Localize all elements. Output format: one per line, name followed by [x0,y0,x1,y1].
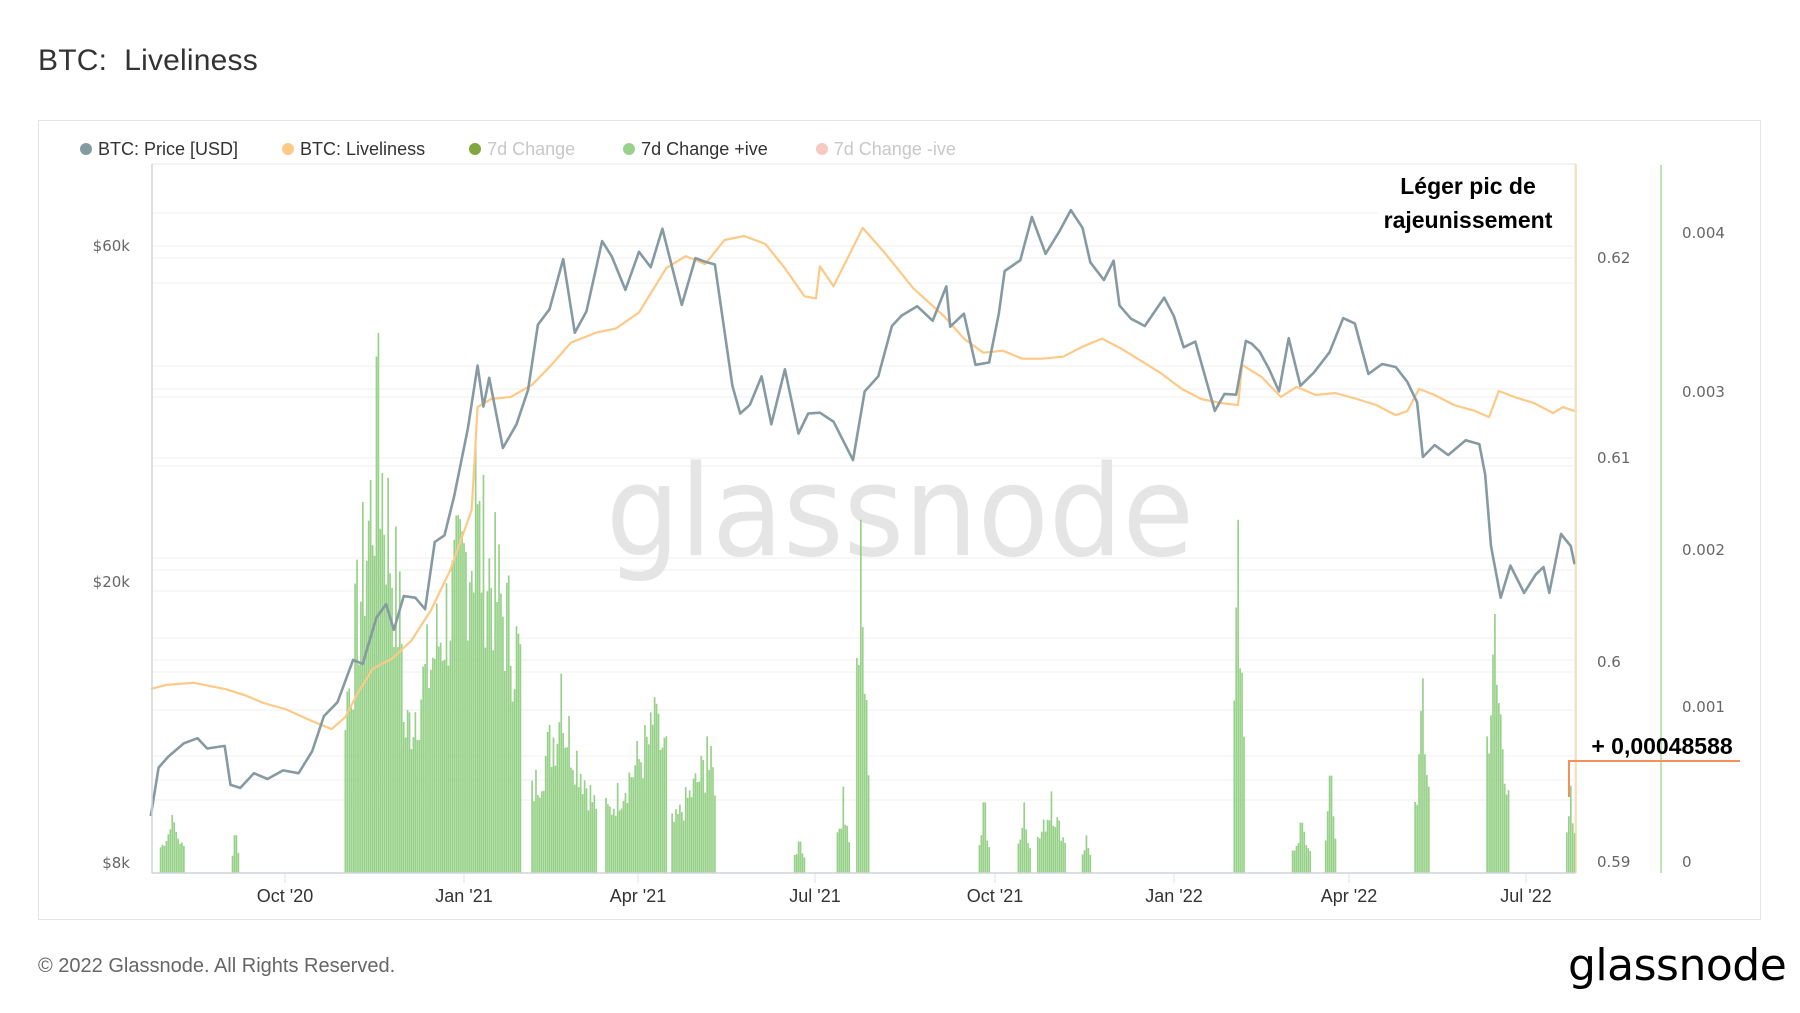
legend-label: 7d Change -ive [833,138,956,159]
price-tick: $60k [93,237,131,255]
chart-frame [38,120,1761,920]
x-tick: Jul '21 [789,886,840,906]
annotation-backdrop [1378,166,1574,236]
change-tick: 0.002 [1682,541,1725,559]
legend-label: BTC: Liveliness [300,138,426,159]
x-tick: Apr '21 [610,886,666,906]
change-tick: 0.004 [1682,224,1725,242]
liveliness-tick: 0.6 [1597,653,1621,671]
legend-label: BTC: Price [USD] [98,138,239,159]
legend-dot-liveliness-icon [282,143,295,155]
annotation-marker-line [1568,760,1740,797]
x-tick: Oct '21 [967,886,1023,906]
watermark: glassnode [606,438,1194,585]
x-tick: Oct '20 [257,886,313,906]
legend-dot-price-icon [80,143,92,155]
change-tick: 0.003 [1682,383,1725,401]
legend-item-7d-change-negative[interactable]: 7d Change -ive [815,138,956,160]
legend-dot-7d-change-positive-icon [623,143,636,155]
x-tick: Jul '22 [1500,886,1551,906]
x-tick: Apr '22 [1321,886,1377,906]
legend-item-7d-change-positive[interactable]: 7d Change +ive [623,138,768,160]
chart-legend: BTC: Price [USD] BTC: Liveliness 7d Chan… [80,138,1004,160]
change-bars [159,332,1576,873]
legend-label: 7d Change +ive [641,138,768,159]
legend-dot-7d-change-icon [469,143,482,155]
annotation-title-line1: Léger pic de [1400,173,1535,199]
liveliness-tick: 0.61 [1597,449,1630,467]
liveliness-axis: 0.62 0.61 0.6 0.59 [1597,249,1630,871]
liveliness-line [150,226,1575,731]
x-tick: Jan '21 [435,886,492,906]
price-tick: $20k [93,573,131,591]
annotation-value: + 0,00048588 [1591,733,1733,759]
x-tick: Jan '22 [1145,886,1202,906]
glassnode-logo[interactable]: glassnode [1568,940,1787,991]
liveliness-tick: 0.62 [1597,249,1630,267]
x-axis: Oct '20 Jan '21 Apr '21 Jul '21 Oct '21 … [257,886,1552,906]
change-tick: 0.001 [1682,698,1725,716]
legend-item-price[interactable]: BTC: Price [USD] [80,138,238,160]
legend-item-7d-change[interactable]: 7d Change [469,138,575,160]
price-line [149,208,1576,817]
page-title: BTC: Liveliness [38,44,258,77]
price-tick: $8k [102,854,130,872]
change-axis: 0.004 0.003 0.002 0.001 0 [1682,224,1725,871]
legend-item-liveliness[interactable]: BTC: Liveliness [282,138,425,160]
price-axis: $60k $20k $8k [93,237,131,872]
change-tick: 0 [1682,853,1692,871]
liveliness-tick: 0.59 [1597,853,1630,871]
legend-label: 7d Change [487,138,576,159]
copyright-text: © 2022 Glassnode. All Rights Reserved. [38,955,396,977]
legend-dot-7d-change-negative-icon [815,143,828,155]
annotation-title-line2: rajeunissement [1384,207,1553,233]
